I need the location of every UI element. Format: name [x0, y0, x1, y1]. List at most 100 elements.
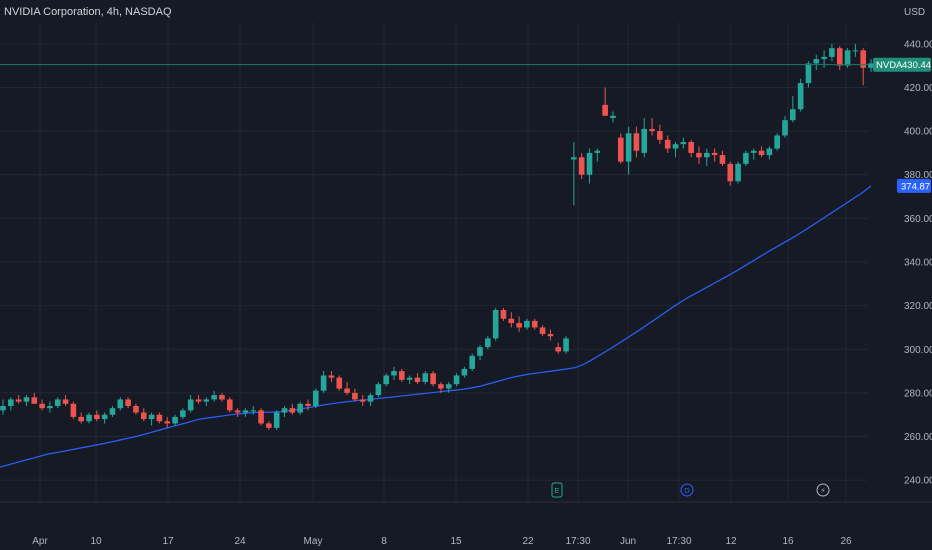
ma-badge-value: 374.87 — [901, 181, 930, 192]
candle-body — [375, 384, 382, 396]
candle — [805, 61, 812, 88]
candle-body — [406, 377, 413, 380]
candle — [790, 96, 796, 123]
candle-body — [258, 410, 264, 424]
candle — [336, 375, 343, 391]
candle — [774, 133, 780, 151]
candle-body — [133, 406, 139, 413]
candle — [508, 312, 515, 328]
candle — [531, 318, 538, 330]
candle-body — [445, 384, 452, 389]
candle — [203, 397, 210, 406]
candle-body — [586, 152, 593, 175]
candle — [31, 392, 38, 404]
candle — [625, 126, 632, 175]
candle — [211, 390, 217, 402]
candle — [586, 148, 593, 184]
candle-body — [602, 104, 608, 116]
chart-title: NVIDIA Corporation, 4h, NASDAQ — [4, 6, 172, 18]
y-tick-label: 280.00 — [904, 388, 932, 399]
y-tick-label: 440.00 — [904, 39, 932, 50]
candle-body — [727, 163, 734, 182]
candle — [281, 406, 288, 417]
candle-body — [555, 347, 562, 352]
candle-body — [594, 150, 601, 153]
candle — [133, 403, 139, 415]
candle — [438, 382, 444, 393]
candle-body — [649, 128, 655, 132]
dividend-event-icon: D — [680, 483, 694, 497]
candle-body — [140, 412, 147, 420]
candle — [391, 366, 397, 380]
candle-body — [297, 403, 303, 413]
candle-body — [391, 371, 397, 376]
moving-average-layer — [0, 185, 872, 468]
candle — [602, 87, 608, 116]
candle — [328, 371, 335, 382]
x-tick-label: 17:30 — [666, 536, 691, 547]
candle-body — [94, 414, 100, 420]
candle — [78, 412, 84, 424]
candle — [0, 399, 6, 415]
candle-body — [633, 133, 640, 151]
candle — [180, 408, 186, 420]
candle-body — [195, 399, 202, 402]
candle — [242, 408, 249, 417]
candle — [813, 54, 820, 70]
candle — [704, 148, 710, 166]
y-tick-label: 300.00 — [904, 345, 932, 356]
candle — [750, 148, 757, 160]
candle-body — [829, 48, 835, 57]
candle — [445, 382, 452, 393]
candle — [156, 412, 163, 424]
candle — [868, 59, 874, 73]
candle — [172, 414, 178, 426]
candle — [352, 388, 358, 402]
candle — [140, 408, 147, 422]
candle — [477, 344, 483, 361]
candle — [23, 395, 30, 406]
candle — [414, 373, 421, 385]
candle-body — [672, 144, 679, 149]
candle — [195, 395, 202, 404]
candle-body — [774, 135, 780, 149]
candle-body — [797, 83, 804, 110]
candle-body — [766, 148, 773, 156]
candles-layer — [0, 43, 874, 430]
candle — [422, 371, 429, 385]
candle-body — [281, 408, 288, 413]
candle-body — [758, 150, 765, 156]
x-tick-label: 24 — [234, 536, 246, 547]
candle — [250, 406, 257, 415]
candle — [492, 307, 499, 341]
candle-body — [0, 406, 6, 411]
candle-body — [344, 388, 350, 393]
svg-text:E: E — [554, 486, 559, 495]
candle-body — [226, 399, 233, 411]
svg-text:D: D — [684, 486, 690, 495]
candle-body — [219, 395, 225, 400]
candle-body — [86, 414, 92, 422]
candle — [578, 152, 585, 180]
price-badge-symbol: NVDA — [876, 60, 903, 71]
candle-body — [641, 128, 648, 153]
candle-body — [844, 50, 851, 66]
candle — [563, 336, 569, 354]
candle — [383, 373, 389, 387]
candle — [555, 342, 562, 354]
candle-body — [743, 152, 749, 164]
candle-body — [704, 152, 710, 158]
candle — [313, 388, 319, 409]
candle-body — [750, 150, 757, 153]
candle-body — [414, 377, 421, 382]
candle — [594, 148, 601, 162]
candle-body — [164, 421, 171, 424]
y-tick-label: 340.00 — [904, 258, 932, 269]
candle-body — [234, 410, 241, 413]
y-tick-label: 400.00 — [904, 127, 932, 138]
candle-body — [47, 406, 53, 409]
candle — [500, 307, 507, 321]
